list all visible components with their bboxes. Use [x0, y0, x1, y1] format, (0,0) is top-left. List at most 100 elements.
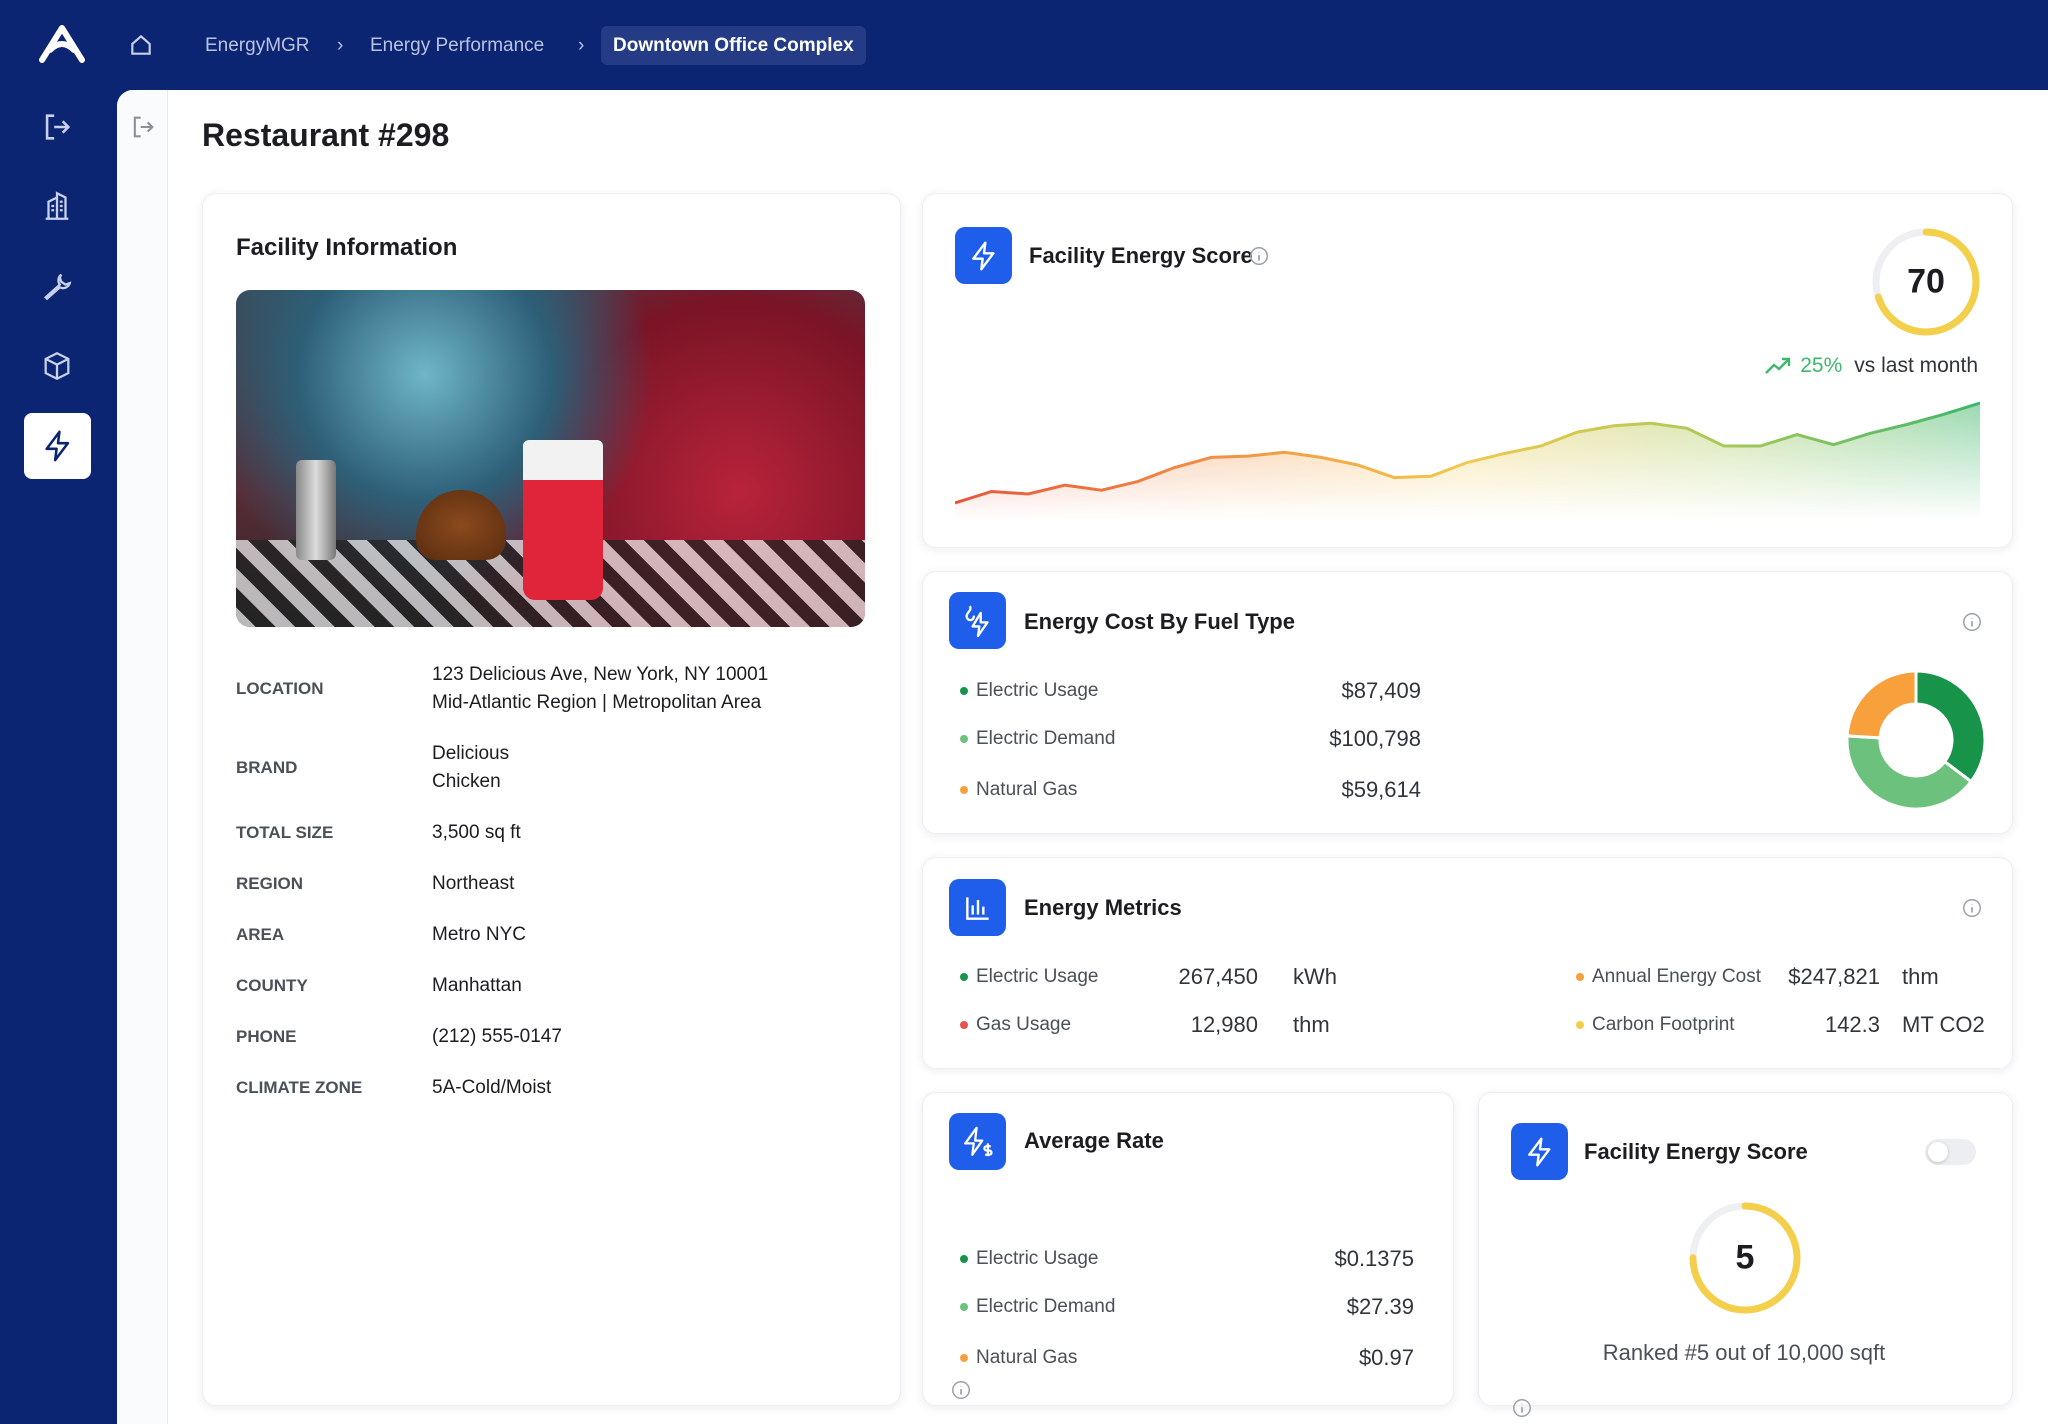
row-unit: kWh: [1293, 964, 1337, 989]
field-row: BRAND Delicious Chicken: [236, 740, 865, 796]
row-label: Electric Usage: [976, 1248, 1099, 1269]
field-value-line: 123 Delicious Ave, New York, NY 10001: [432, 664, 769, 685]
legend-dot: [960, 735, 968, 743]
field-row: REGION Northeast: [236, 870, 865, 898]
field-value-line: Metro NYC: [432, 924, 526, 945]
info-icon[interactable]: [1961, 897, 1983, 919]
field-row: COUNTY Manhattan: [236, 972, 865, 1000]
facility-fields: LOCATION 123 Delicious Ave, New York, NY …: [236, 661, 865, 1125]
card-icon: [949, 879, 1006, 936]
field-value-line: 5A-Cold/Moist: [432, 1077, 552, 1098]
card-title: Average Rate: [1024, 1128, 1164, 1153]
field-value-line: 3,500 sq ft: [432, 822, 521, 843]
card-icon: [1511, 1123, 1568, 1180]
toggle-knob: [1928, 1142, 1948, 1162]
trend-line: [955, 401, 1980, 505]
score-change: 25% vs last month: [1764, 354, 1978, 378]
row-unit: thm: [1293, 1012, 1330, 1037]
legend-dot: [960, 687, 968, 695]
card-title: Facility Information: [236, 234, 458, 261]
score-gauge: [1872, 228, 1980, 336]
donut-segment: [1914, 669, 1987, 784]
field-value: 123 Delicious Ave, New York, NY 10001 Mid…: [432, 661, 768, 717]
bars-icon: [965, 896, 989, 920]
info-icon[interactable]: [1511, 1397, 1533, 1419]
field-value-line: Manhattan: [432, 975, 522, 996]
trend-fade: [955, 395, 1980, 520]
trend-up-icon: [1765, 357, 1791, 374]
home-icon[interactable]: [128, 32, 154, 58]
row-label: Electric Usage: [976, 966, 1099, 987]
field-value-line: Chicken: [432, 771, 501, 792]
metrics-card: [922, 857, 2013, 1069]
box-icon[interactable]: [40, 349, 74, 383]
rank-gauge: [1689, 1202, 1801, 1314]
donut-segment: [1845, 734, 1974, 811]
donut-segment: [1845, 669, 1918, 740]
row-value: $247,821: [1788, 964, 1880, 989]
row-value: 142.3: [1824, 1012, 1880, 1037]
row-value: $59,614: [1341, 777, 1421, 802]
breadcrumb-current: Downtown Office Complex: [601, 26, 866, 65]
field-value: Delicious Chicken: [432, 740, 509, 796]
field-value: Metro NYC: [432, 921, 526, 949]
logo[interactable]: [36, 24, 88, 64]
legend-dot: [960, 1021, 968, 1029]
row-label: Annual Energy Cost: [1592, 966, 1761, 987]
field-row: CLIMATE ZONE 5A-Cold/Moist: [236, 1074, 865, 1102]
info-icon[interactable]: [1961, 611, 1983, 633]
info-icon[interactable]: [1248, 245, 1270, 267]
field-value: Northeast: [432, 870, 514, 898]
field-value-line: Northeast: [432, 873, 515, 894]
row-unit: thm: [1902, 964, 1939, 989]
field-value: 3,500 sq ft: [432, 819, 521, 847]
card-icon: [955, 227, 1012, 284]
rank-score: 5: [1735, 1238, 1755, 1277]
field-value: 5A-Cold/Moist: [432, 1074, 551, 1102]
field-label: BRAND: [236, 758, 298, 777]
field-value: Manhattan: [432, 972, 522, 1000]
logout-icon[interactable]: [40, 110, 74, 144]
breadcrumb[interactable]: EnergyMGR: [205, 35, 310, 56]
nav-active[interactable]: [24, 413, 91, 479]
breadcrumb[interactable]: Energy Performance: [370, 35, 545, 56]
legend-dot: [960, 1255, 968, 1263]
breadcrumb-separator: ›: [578, 35, 585, 56]
row-label: Natural Gas: [976, 1347, 1078, 1368]
toggle[interactable]: [1925, 1139, 1976, 1165]
rate-card: [922, 1092, 1454, 1406]
row-label: Natural Gas: [976, 779, 1078, 800]
rank-card: [1478, 1092, 2013, 1406]
bolt-icon: [1527, 1136, 1551, 1167]
field-row: TOTAL SIZE 3,500 sq ft: [236, 819, 865, 847]
fuel-icon: [964, 605, 989, 637]
card-title: Facility Energy Score: [1584, 1139, 1808, 1164]
row-value: $0.97: [1358, 1345, 1414, 1370]
collapse-icon[interactable]: [129, 113, 157, 141]
info-icon[interactable]: [950, 1379, 972, 1401]
field-label: TOTAL SIZE: [236, 823, 334, 842]
field-label: AREA: [236, 925, 285, 944]
score-value: 70: [1907, 262, 1945, 301]
cost-card: [922, 571, 2013, 834]
row-value: 267,450: [1178, 964, 1258, 989]
row-value: $87,409: [1341, 678, 1421, 703]
photo-shaker: [296, 460, 336, 560]
rate-icon: [963, 1126, 993, 1156]
card-title: Energy Metrics: [1024, 895, 1182, 920]
wrench-icon[interactable]: [40, 269, 74, 303]
field-row: AREA Metro NYC: [236, 921, 865, 949]
side-strip: [117, 90, 168, 1424]
change-note: vs last month: [1854, 354, 1978, 377]
trend-chart: [955, 395, 1980, 520]
field-value-line: (212) 555-0147: [432, 1026, 562, 1047]
field-row: LOCATION 123 Delicious Ave, New York, NY …: [236, 661, 865, 717]
legend-dot: [960, 1354, 968, 1362]
card-icon: [949, 592, 1006, 649]
photo-burger: [416, 490, 506, 560]
card-icon: [949, 1113, 1006, 1170]
row-label: Electric Demand: [976, 728, 1116, 749]
row-unit: MT CO2: [1902, 1012, 1985, 1037]
fuel-donut: [1845, 669, 1987, 811]
buildings-icon[interactable]: [40, 189, 74, 223]
